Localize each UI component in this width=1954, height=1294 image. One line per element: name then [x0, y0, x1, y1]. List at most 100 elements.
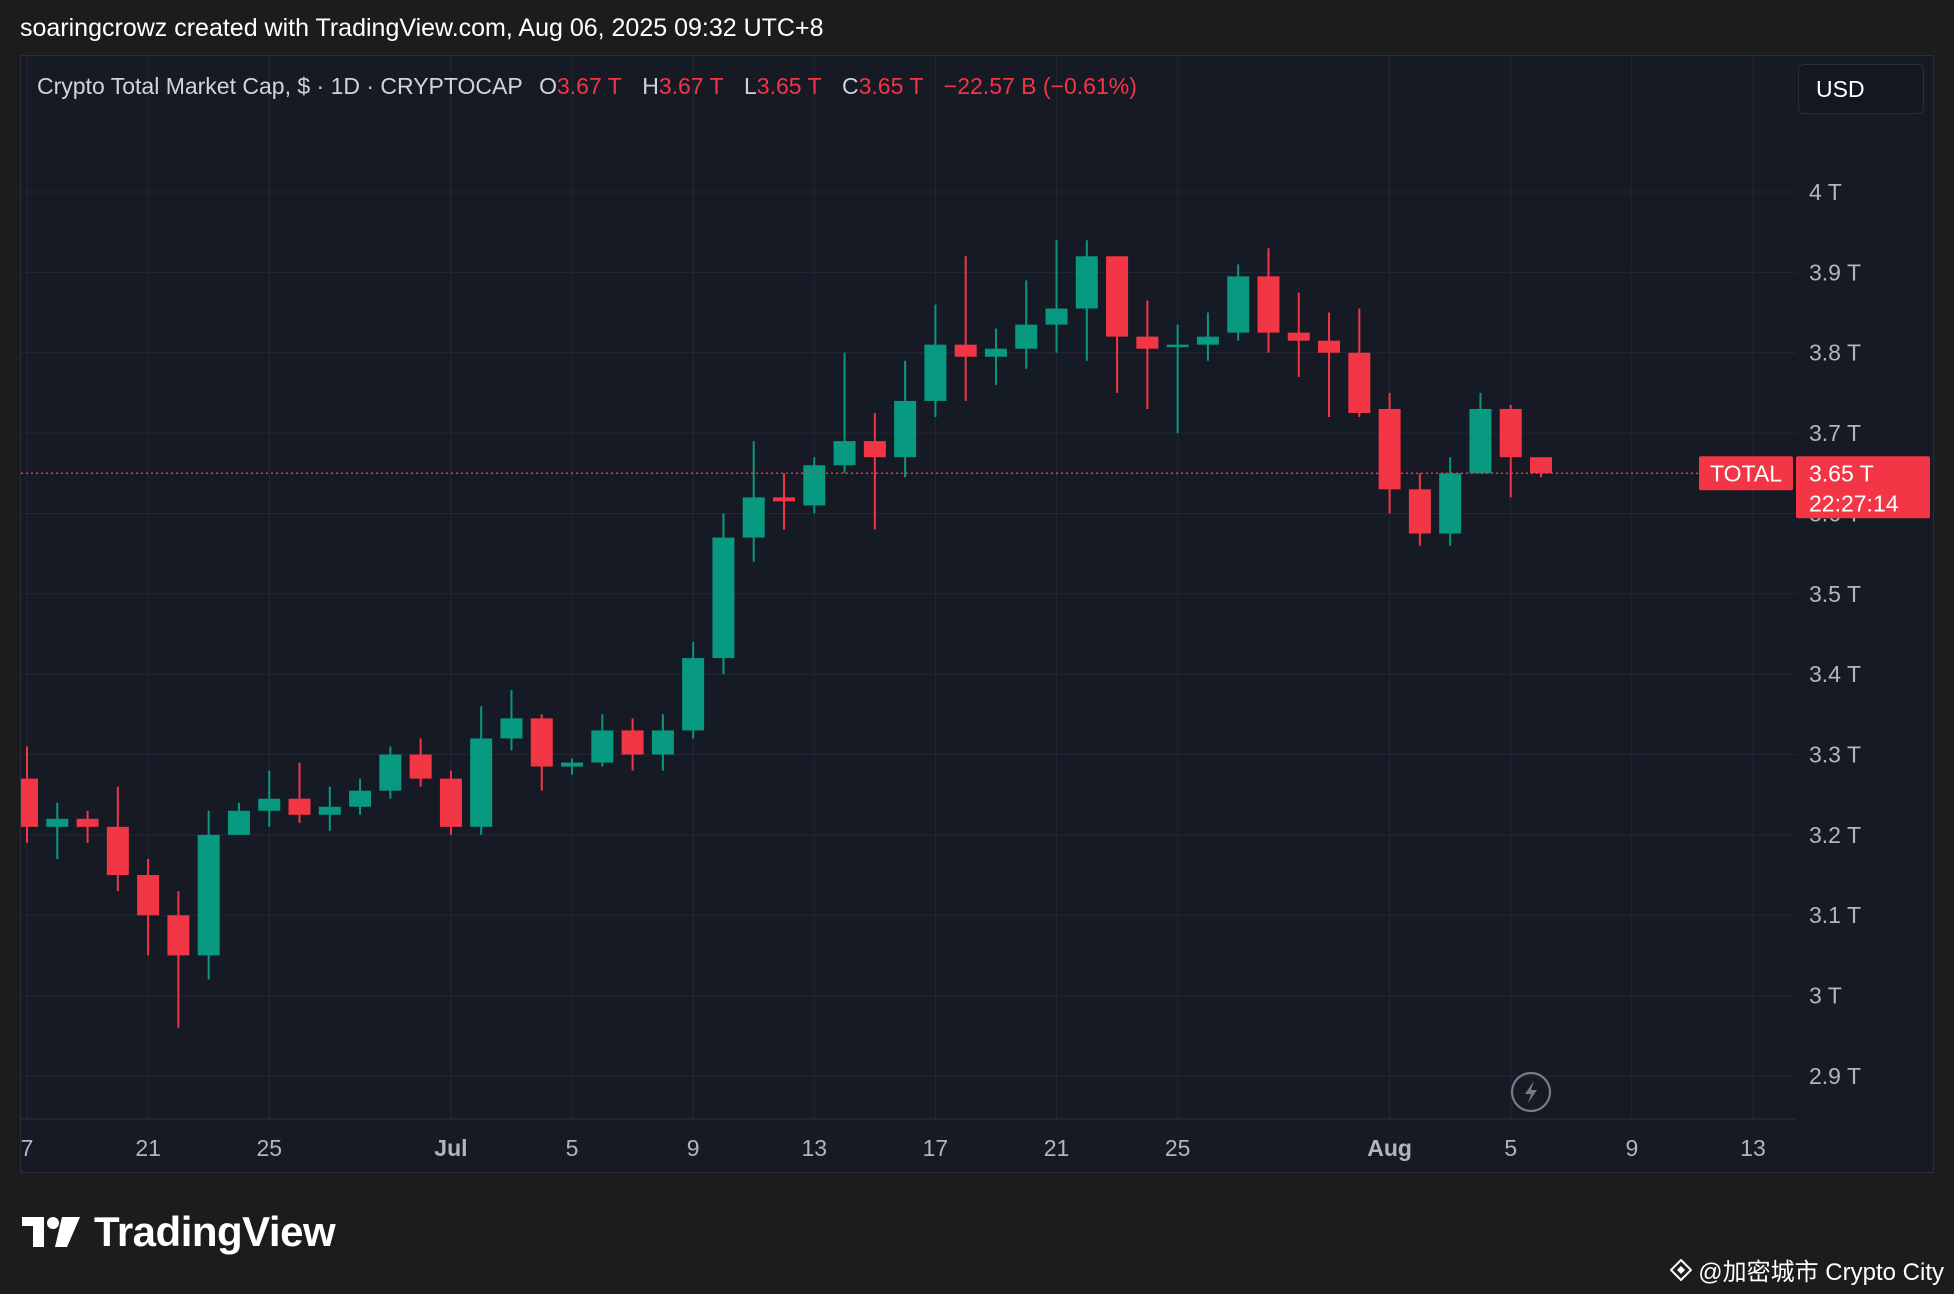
- candle[interactable]: [258, 770, 281, 827]
- candle-body: [984, 348, 1007, 357]
- candle-body: [167, 915, 190, 956]
- candle-body: [439, 778, 462, 827]
- candle-body: [1469, 408, 1492, 474]
- candle-body: [1196, 336, 1219, 345]
- legend-high-label: H: [642, 73, 659, 99]
- chart-caption: soaringcrowz created with TradingView.co…: [20, 14, 824, 42]
- candle[interactable]: [1499, 404, 1522, 498]
- tradingview-logo[interactable]: TradingView: [22, 1208, 336, 1256]
- candle[interactable]: [1318, 312, 1341, 418]
- candle-body: [21, 778, 38, 827]
- x-tick-label: 21: [1044, 1135, 1070, 1161]
- candle[interactable]: [712, 513, 735, 675]
- candle[interactable]: [1227, 264, 1250, 341]
- candle[interactable]: [227, 802, 250, 835]
- candle[interactable]: [379, 746, 402, 799]
- candle[interactable]: [954, 256, 977, 401]
- y-tick-label: 3.2 T: [1809, 822, 1861, 848]
- candle-body: [773, 497, 795, 502]
- candle[interactable]: [803, 457, 826, 514]
- series-label-text: TOTAL: [1710, 460, 1782, 486]
- candle[interactable]: [1075, 240, 1098, 361]
- candle-body: [1499, 408, 1522, 458]
- candle[interactable]: [833, 352, 856, 474]
- candle[interactable]: [470, 706, 493, 835]
- candle[interactable]: [288, 762, 311, 823]
- candle-body: [1287, 332, 1310, 341]
- candle-body: [258, 798, 281, 811]
- candle[interactable]: [1196, 312, 1219, 361]
- candle[interactable]: [409, 738, 432, 787]
- candle[interactable]: [1378, 392, 1401, 514]
- lightning-icon[interactable]: [1510, 1071, 1552, 1113]
- x-tick-label: 7: [21, 1135, 33, 1161]
- candle[interactable]: [1166, 324, 1189, 434]
- candle[interactable]: [1257, 248, 1280, 353]
- candle-body: [1015, 324, 1038, 349]
- candle[interactable]: [1469, 392, 1492, 474]
- candle-body: [1227, 276, 1250, 333]
- candle[interactable]: [1348, 308, 1371, 418]
- x-tick-label: 21: [135, 1135, 161, 1161]
- candle[interactable]: [591, 714, 614, 767]
- candle[interactable]: [773, 473, 795, 530]
- x-tick-label: 9: [1625, 1135, 1638, 1161]
- candle[interactable]: [500, 690, 523, 751]
- candle[interactable]: [1045, 240, 1068, 353]
- candle[interactable]: [106, 786, 129, 892]
- candle-body: [833, 441, 856, 466]
- candle-body: [379, 754, 402, 791]
- candle-body: [1408, 489, 1431, 534]
- x-tick-label: 25: [256, 1135, 282, 1161]
- candle[interactable]: [742, 441, 765, 562]
- candle-body: [742, 497, 765, 538]
- candle-body: [500, 718, 523, 739]
- candle-body: [409, 754, 432, 779]
- legend-high-value: 3.67 T: [658, 73, 724, 99]
- candle-body: [651, 730, 674, 755]
- candle-body: [621, 730, 644, 755]
- candle-body: [803, 465, 826, 506]
- candle[interactable]: [349, 778, 372, 815]
- candle[interactable]: [439, 770, 462, 835]
- candle[interactable]: [1287, 292, 1310, 377]
- candle[interactable]: [46, 802, 69, 859]
- candle[interactable]: [651, 714, 674, 771]
- currency-button[interactable]: USD: [1798, 64, 1924, 114]
- candle[interactable]: [561, 758, 584, 775]
- candle[interactable]: [137, 858, 160, 956]
- candle[interactable]: [318, 786, 341, 831]
- candle[interactable]: [1408, 473, 1431, 546]
- diamond-icon: [1670, 1258, 1693, 1281]
- x-tick-label: 5: [1504, 1135, 1517, 1161]
- candle[interactable]: [21, 746, 38, 843]
- legend-change: −22.57 B (−0.61%): [943, 73, 1137, 99]
- candle[interactable]: [76, 810, 99, 843]
- candle[interactable]: [894, 360, 917, 478]
- y-tick-label: 3.1 T: [1809, 902, 1861, 928]
- candle[interactable]: [197, 810, 220, 980]
- candle[interactable]: [1106, 256, 1129, 393]
- price-badge: [1796, 456, 1930, 519]
- watermark-text: @加密城市 Crypto City: [1698, 1259, 1944, 1286]
- candle[interactable]: [1530, 457, 1552, 478]
- chart-panel[interactable]: 2.9 T3 T3.1 T3.2 T3.3 T3.4 T3.5 T3.6 T3.…: [20, 55, 1934, 1173]
- candle[interactable]: [1015, 280, 1038, 369]
- candle[interactable]: [530, 714, 553, 791]
- candle[interactable]: [863, 412, 886, 530]
- candle[interactable]: [924, 304, 947, 418]
- candle-body: [894, 400, 917, 458]
- candle[interactable]: [167, 891, 190, 1028]
- candle[interactable]: [1439, 457, 1462, 546]
- candle-body: [1257, 276, 1280, 333]
- legend-open-label: O: [539, 73, 557, 99]
- candle[interactable]: [984, 328, 1007, 385]
- candle-body: [1530, 457, 1552, 474]
- candle-body: [1378, 408, 1401, 490]
- candle[interactable]: [621, 718, 644, 771]
- y-tick-label: 3 T: [1809, 983, 1842, 1009]
- candlestick-chart[interactable]: 2.9 T3 T3.1 T3.2 T3.3 T3.4 T3.5 T3.6 T3.…: [21, 56, 1933, 1172]
- candle-body: [1136, 336, 1159, 349]
- candle[interactable]: [1136, 300, 1159, 409]
- candle[interactable]: [682, 642, 705, 739]
